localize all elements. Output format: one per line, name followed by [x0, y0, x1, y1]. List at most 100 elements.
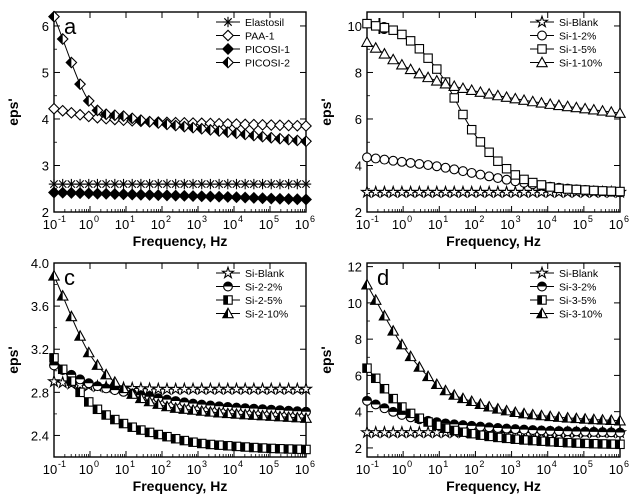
data-point — [467, 429, 475, 437]
x-tick-label: 10 — [223, 217, 237, 232]
data-point — [102, 384, 111, 393]
data-point — [372, 22, 380, 30]
x-tick-label: 10 — [187, 217, 201, 232]
data-point — [301, 194, 311, 204]
data-point — [363, 153, 372, 162]
x-tick-label: 10 — [500, 217, 514, 232]
x-tick-label: 10 — [259, 217, 273, 232]
data-point — [607, 428, 616, 437]
y-tick-label: 5 — [42, 65, 49, 80]
legend-label: Si-2-10% — [245, 309, 288, 321]
data-point — [415, 45, 423, 53]
series-elastosil — [49, 179, 311, 189]
data-point — [475, 399, 485, 408]
data-point — [493, 424, 502, 433]
data-point — [397, 157, 406, 166]
data-point — [284, 445, 292, 453]
data-point — [49, 271, 59, 280]
data-point — [492, 187, 503, 197]
x-tick-label: 10 — [79, 217, 93, 232]
data-point — [537, 437, 545, 445]
data-point — [414, 187, 425, 197]
data-point — [111, 415, 119, 423]
data-point — [110, 386, 119, 395]
y-axis-label: eps' — [318, 98, 334, 125]
legend-label: Si-1-2% — [559, 31, 596, 43]
data-point — [555, 184, 563, 192]
data-point — [379, 427, 390, 437]
legend-label: Si-2-5% — [245, 295, 282, 307]
y-axis-label: eps' — [318, 346, 334, 373]
x-tick-exponent: -1 — [58, 214, 66, 224]
data-point — [370, 187, 381, 197]
data-point — [93, 405, 101, 413]
data-point — [85, 398, 93, 406]
data-point — [76, 388, 84, 396]
y-axis-label: eps' — [5, 346, 21, 373]
x-tick-label: 10 — [500, 462, 514, 477]
data-point — [424, 161, 433, 170]
data-point — [405, 351, 415, 360]
data-point — [67, 377, 75, 385]
data-point — [555, 438, 563, 446]
data-point — [102, 411, 110, 419]
data-point — [563, 185, 571, 193]
data-point — [510, 187, 521, 197]
data-point — [75, 79, 85, 89]
data-point — [136, 115, 146, 125]
x-tick-exponent: 6 — [310, 459, 315, 469]
data-point — [145, 428, 153, 436]
y-tick-label: 2.4 — [31, 428, 49, 443]
data-point — [162, 383, 173, 393]
data-point — [93, 382, 102, 391]
data-point — [84, 96, 94, 106]
data-point — [459, 428, 467, 436]
x-tick-exponent: 1 — [130, 214, 135, 224]
x-tick-exponent: 0 — [407, 459, 412, 469]
data-point — [66, 311, 76, 320]
x-tick-label: 10 — [609, 217, 623, 232]
data-point — [389, 26, 397, 34]
data-point — [163, 432, 171, 440]
legend-marker — [223, 267, 234, 277]
data-point — [370, 427, 381, 437]
data-point — [459, 110, 467, 118]
data-point — [206, 440, 214, 448]
y-tick-label: 2 — [355, 441, 362, 456]
x-tick-label: 10 — [295, 217, 309, 232]
data-point — [214, 126, 224, 136]
x-tick-exponent: -1 — [58, 459, 66, 469]
data-point — [529, 436, 537, 444]
data-point — [406, 409, 414, 417]
data-point — [511, 171, 519, 179]
x-tick-exponent: 4 — [238, 214, 243, 224]
data-point — [485, 172, 494, 181]
x-tick-label: 10 — [536, 462, 550, 477]
x-tick-exponent: 6 — [624, 214, 629, 224]
data-point — [266, 383, 277, 393]
data-point — [467, 421, 476, 430]
legend-marker — [223, 308, 233, 317]
x-tick-exponent: 5 — [274, 214, 279, 224]
data-point — [616, 187, 624, 195]
x-tick-exponent: 5 — [588, 459, 593, 469]
chart-panel-c: 10 -1 10 0 10 1 10 2 10 3 10 4 10 5 10 62.42.83.23.64.0… — [5, 256, 315, 494]
data-point — [476, 138, 484, 146]
x-tick-exponent: 5 — [274, 459, 279, 469]
data-point — [519, 187, 530, 197]
data-point — [231, 383, 242, 393]
data-point — [232, 442, 240, 450]
legend-marker — [224, 296, 232, 304]
legend-marker — [538, 282, 547, 291]
y-tick-label: 2 — [355, 205, 362, 220]
y-tick-label: 3.6 — [31, 299, 49, 314]
x-tick-label: 10 — [187, 462, 201, 477]
x-tick-exponent: -1 — [371, 459, 379, 469]
data-point — [616, 440, 624, 448]
data-point — [546, 183, 554, 191]
data-point — [179, 383, 190, 393]
data-point — [258, 444, 266, 452]
data-point — [250, 443, 258, 451]
x-axis-label: Frequency, Hz — [133, 478, 228, 494]
